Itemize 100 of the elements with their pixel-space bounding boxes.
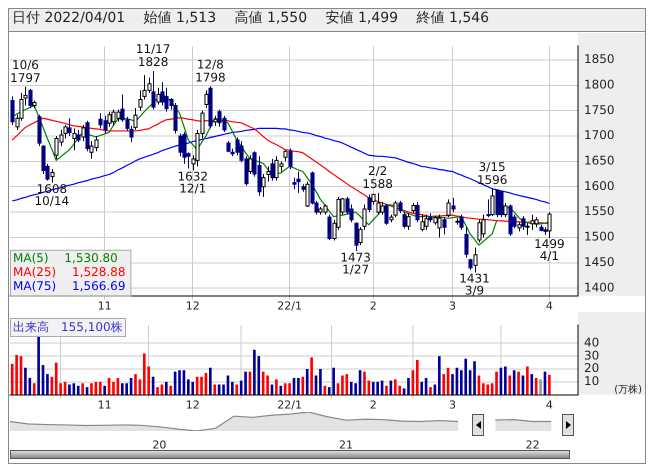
bar [147,366,150,395]
bar [209,368,212,395]
bar [350,382,353,395]
bar [500,368,502,395]
bar [28,378,32,395]
bar [270,384,274,395]
bar [446,368,450,395]
bar [262,372,264,395]
annotation: 2/2 1588 [362,164,393,191]
bar [407,378,410,395]
x-tick-label: 12 [186,299,200,312]
bar [478,375,480,395]
x-tick-label: 20 [152,438,166,452]
bar [257,356,260,395]
bar [394,379,397,395]
bar [191,382,194,395]
text: MA(75) 1,566.69 [13,278,126,293]
bar [130,378,132,395]
bar [164,382,168,395]
bar [372,382,375,395]
bar [508,375,512,395]
chart-title: 日付 2022/04/01 始値 1,513 高値 1,550 安値 1,499 終値 1,546 [12,9,490,27]
bar [460,370,463,395]
bar [253,350,256,395]
x-tick-label: 22 [526,438,540,452]
bar [310,357,313,395]
bar [156,387,159,395]
y-tick-label: 1650 [584,153,615,168]
x-tick-label: 2 [370,299,377,312]
annotation: 1632 12/1 [177,170,208,196]
annotation: 1473 1/27 [340,250,371,276]
bar [438,356,441,395]
x-tick-label: 21 [339,438,353,452]
bar [473,361,476,395]
bar [420,382,424,395]
x-tick-label: 2 [370,398,377,412]
text: MA(5) 1,530.80 [13,250,118,265]
x-tick-label: 3 [449,299,456,312]
y-tick-label: 1500 [584,230,615,244]
bar [235,384,238,395]
bar [152,376,154,395]
chart-title: 出来高 155,100株 [10,318,126,337]
y-tick-label: 1550 [584,204,615,218]
y-tick-label: 1400 [584,280,615,294]
y-tick-label: 1450 [584,254,615,269]
bar [98,382,102,395]
x-tick-label: 4 [546,398,553,412]
x-tick-label: 12 [186,398,200,412]
bar [86,387,88,395]
x-tick-label: 11 [98,398,112,412]
y-tick-label: 1800 [584,77,615,92]
bar [429,387,432,395]
bar [284,383,287,395]
bar [32,383,36,395]
bar [24,368,27,395]
annotation: 11/17 1828 [136,42,170,70]
bar [142,354,146,395]
bar [534,378,538,395]
bar [495,372,498,395]
x-tick-label: 22/1 [277,299,302,312]
bar [306,369,309,395]
bar [187,379,190,395]
bar [50,376,54,395]
bar [81,383,84,395]
bar [275,379,278,395]
bar [120,383,124,395]
y-tick-label: 1750 [584,102,615,117]
bar [464,358,468,395]
bar [522,375,524,395]
bar [442,374,446,395]
bar [358,370,362,395]
bar [301,376,304,395]
bar [90,383,93,395]
y-tick-label: 10 [584,374,600,388]
text: MA(25) 1,528.88 [13,264,126,279]
y-tick-label: 20 [584,361,600,376]
bar [328,387,331,395]
bar [416,360,419,395]
annotation: 10/6 1797 [10,58,41,85]
bar [380,380,384,395]
x-tick-label: 4 [546,299,553,312]
annotation: 3/15 1596 [476,160,508,187]
bar [125,383,128,395]
bar [526,366,529,395]
bar [10,364,14,395]
bar [248,372,252,395]
bar [292,378,296,395]
y-tick-label: 30 [584,348,600,362]
bar [178,370,181,395]
bar [539,379,542,395]
y-tick-label: 1600 [584,178,615,193]
bar [213,384,216,395]
annotation: 1499 4/1 [534,237,565,264]
bar [412,370,414,395]
x-tick-label: 11 [98,299,112,312]
y-tick-label: 40 [584,335,600,350]
annotation: 1431 3/9 [459,272,490,298]
bar [266,375,269,395]
y-axis-title: (万株) [614,383,642,396]
bar [424,378,428,395]
